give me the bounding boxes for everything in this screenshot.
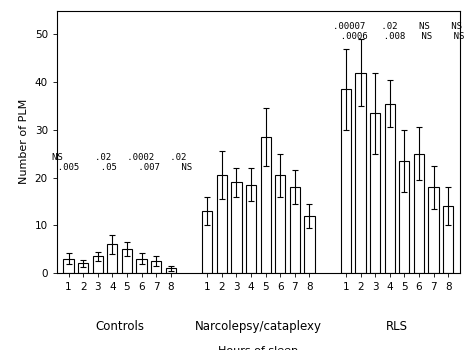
Bar [384, 104, 395, 273]
Bar [137, 259, 146, 273]
Bar [64, 259, 73, 273]
Text: Controls: Controls [95, 320, 144, 333]
Bar [304, 216, 315, 273]
Bar [92, 256, 103, 273]
Y-axis label: Number of PLM: Number of PLM [19, 99, 29, 184]
Bar [341, 89, 351, 273]
Bar [370, 113, 380, 273]
Bar [107, 244, 118, 273]
Text: .00007   .02    NS    NS
  .0006   .008   NS    NS: .00007 .02 NS NS .0006 .008 NS NS [330, 22, 464, 41]
Bar [217, 175, 227, 273]
Bar [275, 175, 285, 273]
Bar [443, 206, 453, 273]
Bar [151, 261, 161, 273]
Text: Hours of sleep: Hours of sleep [219, 346, 298, 350]
Bar [231, 182, 242, 273]
Bar [261, 137, 271, 273]
Bar [428, 187, 438, 273]
Bar [414, 154, 424, 273]
Bar [202, 211, 212, 273]
Bar [78, 264, 88, 273]
Text: Narcolepsy/cataplexy: Narcolepsy/cataplexy [195, 320, 322, 333]
Text: RLS: RLS [386, 320, 408, 333]
Bar [246, 185, 256, 273]
Bar [165, 268, 176, 273]
Bar [356, 72, 365, 273]
Bar [122, 249, 132, 273]
Text: NS      .02   .0002   .02
  .005    .05    .007    NS: NS .02 .0002 .02 .005 .05 .007 NS [47, 153, 192, 173]
Bar [290, 187, 300, 273]
Bar [399, 161, 410, 273]
